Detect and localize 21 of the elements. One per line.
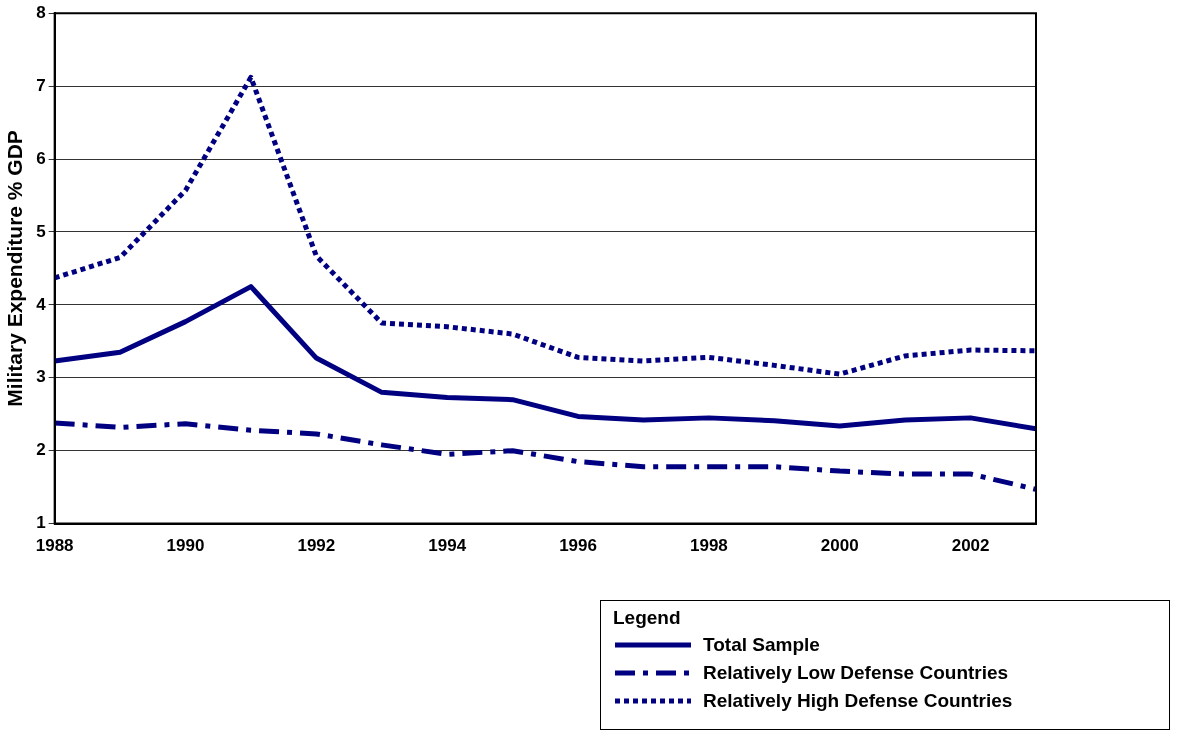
legend-label: Relatively Low Defense Countries: [703, 662, 1009, 684]
y-tick-label: 5: [36, 221, 46, 241]
x-tick-label: 2002: [951, 536, 990, 556]
x-tick-label: 1996: [559, 536, 597, 556]
legend-label: Total Sample: [703, 634, 820, 656]
x-tick-label: 1992: [297, 536, 336, 556]
y-tick-label: 6: [36, 148, 46, 168]
x-tick-label: 1994: [428, 536, 467, 556]
x-tick-label: 1998: [689, 536, 728, 556]
y-tick-label: 2: [36, 440, 46, 460]
x-tick-label: 1990: [166, 536, 205, 556]
legend-title: Legend: [613, 607, 682, 629]
legend-label: Relatively High Defense Countries: [703, 690, 1013, 712]
y-tick-label: 3: [36, 367, 46, 387]
x-tick-label: 1988: [35, 536, 74, 556]
x-tick-label: 2000: [820, 536, 859, 556]
y-tick-label: 4: [36, 294, 47, 314]
y-tick-label: 7: [36, 75, 46, 95]
y-tick-label: 1: [36, 513, 46, 533]
y-tick-label: 8: [36, 2, 46, 22]
y-axis-title: Military Expenditure % GDP: [3, 130, 27, 407]
